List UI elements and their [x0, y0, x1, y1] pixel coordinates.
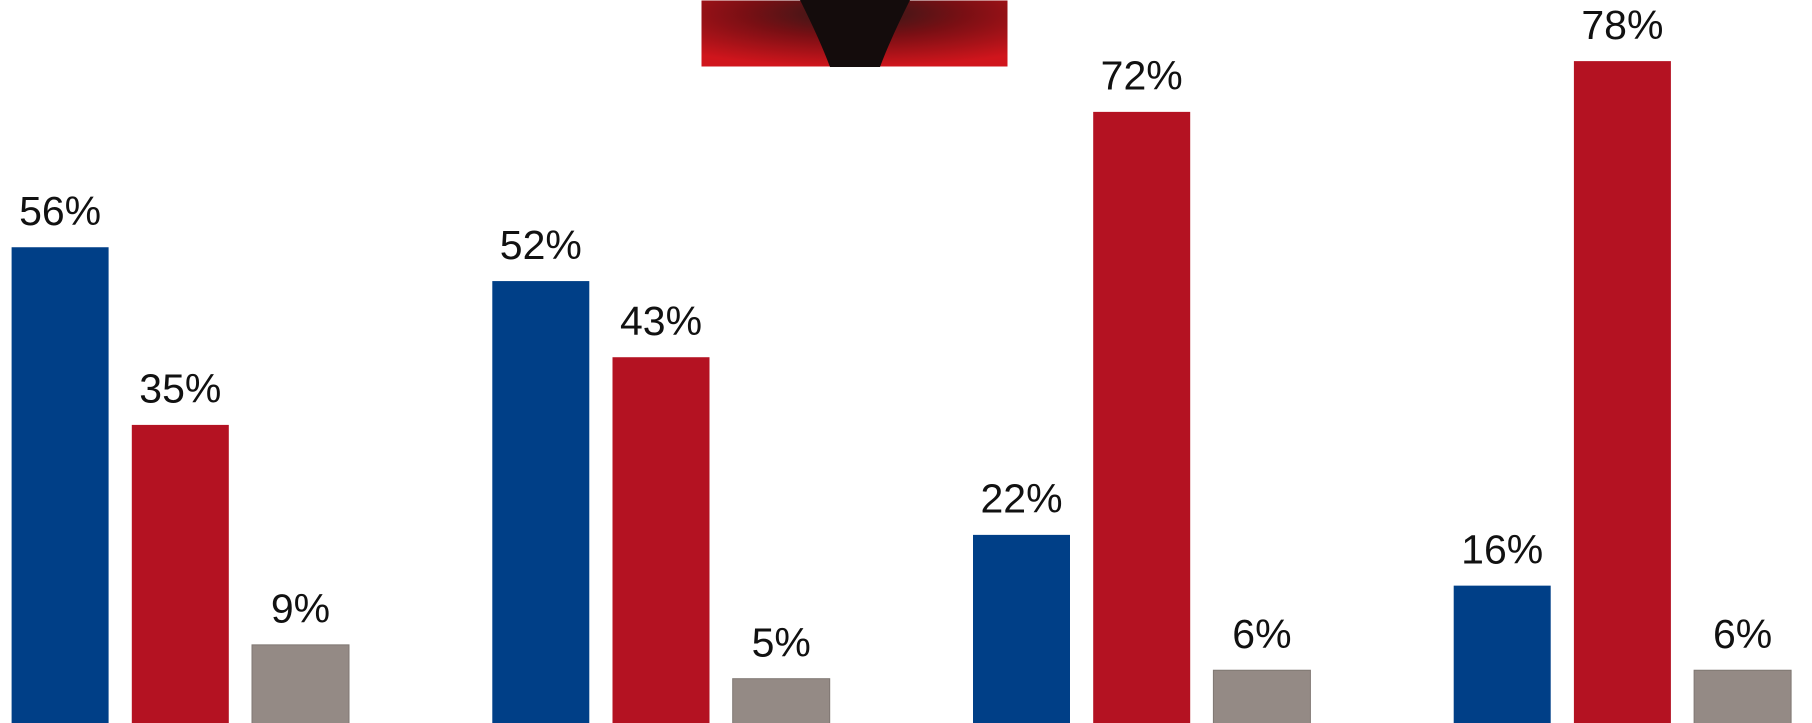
bar — [973, 534, 1070, 723]
bar — [11, 247, 109, 723]
value-label: 35% — [139, 366, 221, 412]
bar — [1093, 111, 1191, 723]
bar — [131, 424, 229, 723]
bar — [732, 678, 831, 723]
bar — [492, 281, 590, 723]
value-label: 78% — [1581, 2, 1663, 48]
value-label: 43% — [620, 298, 702, 344]
bar — [251, 644, 350, 723]
value-label: 5% — [752, 620, 811, 666]
value-label: 72% — [1101, 53, 1183, 99]
value-label: 16% — [1461, 526, 1543, 572]
bar — [612, 357, 710, 723]
bar — [1693, 669, 1792, 723]
bar — [1212, 669, 1311, 723]
photo — [700, 0, 1009, 68]
value-label: 56% — [19, 188, 101, 234]
value-label: 9% — [271, 586, 330, 632]
bar — [1453, 585, 1551, 723]
value-label: 6% — [1232, 611, 1291, 657]
value-label: 52% — [500, 222, 582, 268]
value-label: 22% — [980, 476, 1062, 522]
bar — [1573, 61, 1671, 723]
value-label: 6% — [1713, 611, 1772, 657]
